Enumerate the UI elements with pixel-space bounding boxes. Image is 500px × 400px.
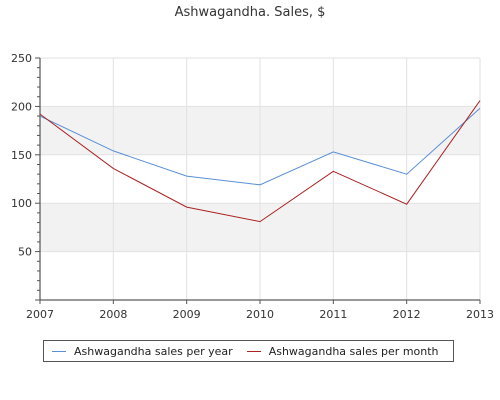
legend-item-per-month[interactable]: Ashwagandha sales per month [246, 344, 439, 358]
series-lines [39, 100, 481, 223]
x-tick-label-2007: 2007 [26, 308, 54, 321]
x-tick-label-2013: 2013 [466, 308, 494, 321]
series-line-0 [39, 107, 481, 186]
axes [35, 57, 481, 304]
y-tick-label-50: 50 [18, 246, 32, 259]
tick-labels: 50 100 150 200 250 2007 2008 2009 2010 2011 2012 20… [11, 52, 494, 321]
legend-label-per-month: Ashwagandha sales per month [268, 344, 439, 358]
x-tick-label-2012: 2012 [393, 308, 421, 321]
legend-swatch-per-year [52, 350, 66, 352]
x-tick-label-2008: 2008 [99, 308, 127, 321]
x-tick-label-2010: 2010 [246, 308, 274, 321]
legend: Ashwagandha sales per year Ashwagandha s… [43, 340, 454, 362]
y-tick-label-150: 150 [11, 149, 32, 162]
series-line-1 [39, 100, 481, 223]
x-tick-label-2009: 2009 [173, 308, 201, 321]
x-tick-label-2011: 2011 [319, 308, 347, 321]
y-tick-label-100: 100 [11, 197, 32, 210]
chart-title: Ashwagandha. Sales, $ [174, 5, 326, 20]
y-tick-label-200: 200 [11, 100, 32, 113]
legend-item-per-year[interactable]: Ashwagandha sales per year [52, 345, 233, 358]
legend-swatch-per-month [246, 350, 261, 352]
vertical-gridlines [112, 58, 481, 300]
legend-label-per-year: Ashwagandha sales per year [74, 344, 233, 358]
horizontal-gridlines [40, 57, 480, 253]
y-tick-label-250: 250 [11, 52, 32, 65]
